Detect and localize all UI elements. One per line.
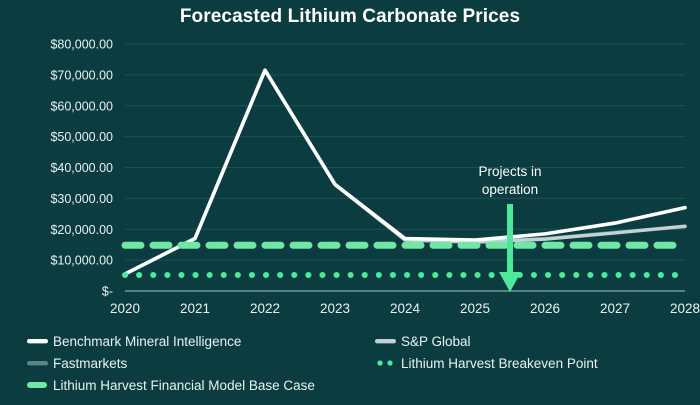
legend-item-lithium-harvest-financial-model-base-case[interactable]: Lithium Harvest Financial Model Base Cas… xyxy=(26,374,374,396)
y-axis-tick-label: $80,000.00 xyxy=(50,38,113,52)
annotation-projects-in-operation: Projects in operation xyxy=(478,164,542,292)
legend-item-sp-global[interactable]: S&P Global xyxy=(374,330,471,352)
x-axis-tick-label: 2020 xyxy=(110,301,140,316)
legend-label: Fastmarkets xyxy=(53,355,128,371)
y-axis-tick-label: $70,000.00 xyxy=(50,68,113,82)
down-arrow-icon xyxy=(499,204,521,292)
legend-row: Fastmarkets Lithium Harvest Breakeven Po… xyxy=(26,352,686,374)
x-axis-tick-label: 2027 xyxy=(600,301,630,316)
annotation-line-1: Projects in xyxy=(478,164,541,179)
y-axis-tick-label: $60,000.00 xyxy=(50,99,113,113)
annotation-line-2: operation xyxy=(482,182,538,197)
legend-row: Lithium Harvest Financial Model Base Cas… xyxy=(26,374,686,396)
y-axis-tick-label: $10,000.00 xyxy=(50,254,113,268)
y-axis-tick-label: $30,000.00 xyxy=(50,192,113,206)
legend-swatch-dashed-icon xyxy=(26,374,50,396)
x-axis-tick-label: 2026 xyxy=(530,301,560,316)
legend-label: S&P Global xyxy=(401,333,471,349)
legend-swatch-solid-icon xyxy=(26,330,50,352)
legend-swatch-dotted-icon xyxy=(374,352,398,374)
x-axis-tick-labels: 2020 2021 2022 2023 2024 2025 2026 2027 2028 xyxy=(110,301,700,316)
x-axis-tick-label: 2024 xyxy=(390,301,421,316)
y-axis-tick-label: $40,000.00 xyxy=(50,161,113,175)
legend-swatch-solid-icon xyxy=(374,330,398,352)
legend-item-lithium-harvest-breakeven-point[interactable]: Lithium Harvest Breakeven Point xyxy=(374,352,598,374)
legend-item-fastmarkets[interactable]: Fastmarkets xyxy=(26,352,374,374)
x-axis-tick-label: 2025 xyxy=(460,301,490,316)
line-chart-plot: $- $10,000.00 $20,000.00 $30,000.00 $40,000.… xyxy=(50,38,700,317)
y-axis-tick-label: $20,000.00 xyxy=(50,223,113,237)
y-axis-tick-labels: $- $10,000.00 $20,000.00 $30,000.00 $40,000.… xyxy=(50,38,113,299)
x-axis-tick-label: 2022 xyxy=(250,301,280,316)
legend-label: Benchmark Mineral Intelligence xyxy=(53,333,242,349)
legend-label: Lithium Harvest Breakeven Point xyxy=(401,355,598,371)
legend-item-benchmark-mineral-intelligence[interactable]: Benchmark Mineral Intelligence xyxy=(26,330,374,352)
x-axis-tick-label: 2028 xyxy=(670,301,700,316)
y-axis-tick-label: $- xyxy=(102,285,113,299)
x-axis-tick-label: 2021 xyxy=(180,301,210,316)
legend-swatch-solid-icon xyxy=(26,352,50,374)
arrow-head xyxy=(499,272,521,292)
legend-row: Benchmark Mineral Intelligence S&P Globa… xyxy=(26,330,686,352)
page-title: Forecasted Lithium Carbonate Prices xyxy=(179,6,521,27)
chart-legend: Benchmark Mineral Intelligence S&P Globa… xyxy=(26,330,686,402)
x-axis-tick-label: 2023 xyxy=(320,301,350,316)
series-group xyxy=(121,68,689,278)
gridlines-group xyxy=(125,43,685,292)
series-line xyxy=(123,68,687,276)
legend-label: Lithium Harvest Financial Model Base Cas… xyxy=(53,377,315,393)
y-axis-tick-label: $50,000.00 xyxy=(50,130,113,144)
